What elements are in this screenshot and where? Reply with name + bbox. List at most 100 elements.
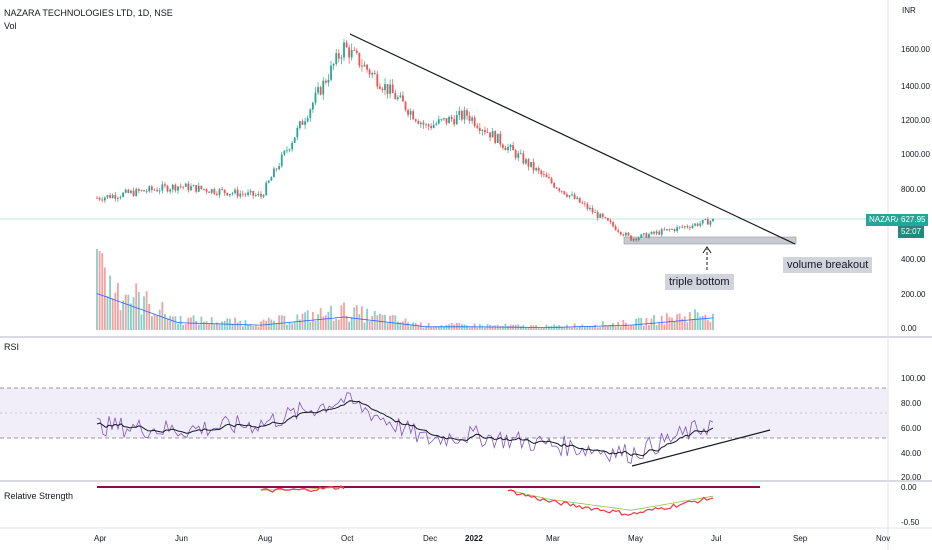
candle-body: [322, 80, 325, 95]
candle-body: [143, 190, 145, 192]
volume-bar: [337, 319, 340, 330]
volume-bar: [299, 319, 301, 330]
candle-body: [706, 219, 709, 225]
candle-body: [267, 180, 270, 183]
candle-body: [542, 174, 545, 175]
candle-body: [304, 121, 306, 125]
candle-body: [466, 110, 468, 116]
volume-bar: [254, 325, 257, 330]
candle-body: [486, 132, 489, 133]
candle-body: [355, 50, 358, 53]
candle-body: [635, 238, 638, 241]
volume-bar: [158, 309, 161, 330]
candle-body: [265, 182, 268, 196]
candle-body: [343, 42, 345, 58]
candle-body: [96, 197, 98, 199]
volume-breakout-note: volume breakout: [783, 257, 873, 273]
volume-bar: [699, 316, 702, 330]
volume-bar: [350, 316, 353, 330]
candle-body: [604, 216, 607, 218]
candle-body: [236, 189, 239, 197]
currency-label: INR: [902, 6, 916, 15]
volume-bar: [348, 321, 351, 330]
volume-bar: [560, 327, 563, 330]
candle-body: [381, 88, 384, 91]
volume-bar: [678, 313, 681, 330]
symbol-tag: NAZARA: [866, 214, 905, 226]
volume-bar: [236, 322, 239, 330]
volume-bar: [345, 315, 348, 330]
y-tick: 800.00: [901, 185, 926, 194]
volume-bar: [164, 314, 166, 330]
candle-body: [691, 225, 694, 228]
volume-bar: [98, 251, 101, 330]
volume-bar: [106, 295, 109, 330]
candle-body: [348, 47, 351, 58]
volume-bar: [117, 282, 119, 330]
volume-bar: [466, 325, 468, 330]
x-tick: 2022: [465, 534, 483, 543]
volume-bar: [174, 316, 177, 330]
volume-bar: [476, 327, 479, 330]
rs-line: [507, 489, 714, 516]
candle-body: [555, 187, 558, 189]
volume-bar: [143, 296, 145, 330]
volume-bar: [501, 325, 504, 330]
candle-body: [132, 190, 135, 196]
candle-body: [560, 190, 563, 192]
candle-body: [609, 220, 612, 223]
candle-body: [216, 193, 218, 195]
x-tick: Sep: [793, 534, 808, 543]
candle-body: [591, 208, 594, 213]
candle-body: [368, 69, 371, 75]
volume-bar: [197, 324, 200, 330]
volume-bar: [704, 314, 707, 330]
time-axis: Apr Jun Aug Oct Dec 2022 Mar May Jul Sep…: [94, 534, 890, 543]
candle-body: [601, 213, 604, 217]
rsi-axis: 100.00 80.00 60.00 40.00 20.00: [901, 374, 926, 482]
candle-body: [507, 147, 509, 151]
y-tick: 0.00: [901, 483, 917, 492]
candle-body: [642, 233, 645, 235]
volume-bar: [581, 324, 584, 330]
y-tick: 80.00: [901, 399, 922, 408]
y-tick: 40.00: [901, 449, 922, 458]
volume-bar: [184, 323, 187, 330]
volume-bar: [132, 297, 135, 330]
candle-body: [278, 166, 281, 170]
volume-bar: [363, 322, 366, 330]
candle-body: [148, 186, 151, 192]
candle-body: [391, 84, 394, 94]
candle-body: [109, 195, 111, 199]
volume-ma-line: [96, 293, 714, 329]
candle-body: [234, 189, 236, 194]
candle-body: [293, 137, 296, 143]
candle-body: [530, 162, 532, 167]
volume-bar: [681, 318, 684, 330]
candle-body: [519, 153, 522, 155]
candle-body: [494, 131, 497, 143]
volume-bar: [583, 326, 586, 330]
volume-bar: [203, 321, 205, 330]
candle-body: [371, 73, 374, 75]
candle-body: [124, 189, 127, 193]
volume-bar: [542, 327, 545, 330]
rsi-line: [96, 392, 714, 464]
volume-bar: [425, 327, 427, 330]
candle-body: [373, 73, 376, 75]
volume-bar: [156, 315, 158, 330]
volume-bar: [468, 327, 471, 330]
candle-body: [101, 199, 104, 201]
volume-bar: [260, 321, 262, 330]
candle-body: [648, 234, 650, 238]
volume-bar: [519, 326, 522, 330]
x-tick: Jun: [175, 534, 188, 543]
volume-bar: [161, 301, 164, 330]
candle-body: [496, 133, 499, 143]
volume-bar: [706, 320, 709, 330]
candle-body: [468, 115, 471, 121]
volume-bar: [127, 294, 130, 330]
candle-body: [407, 109, 409, 115]
candle-body: [689, 227, 691, 229]
rs-signal-line: [507, 489, 714, 511]
